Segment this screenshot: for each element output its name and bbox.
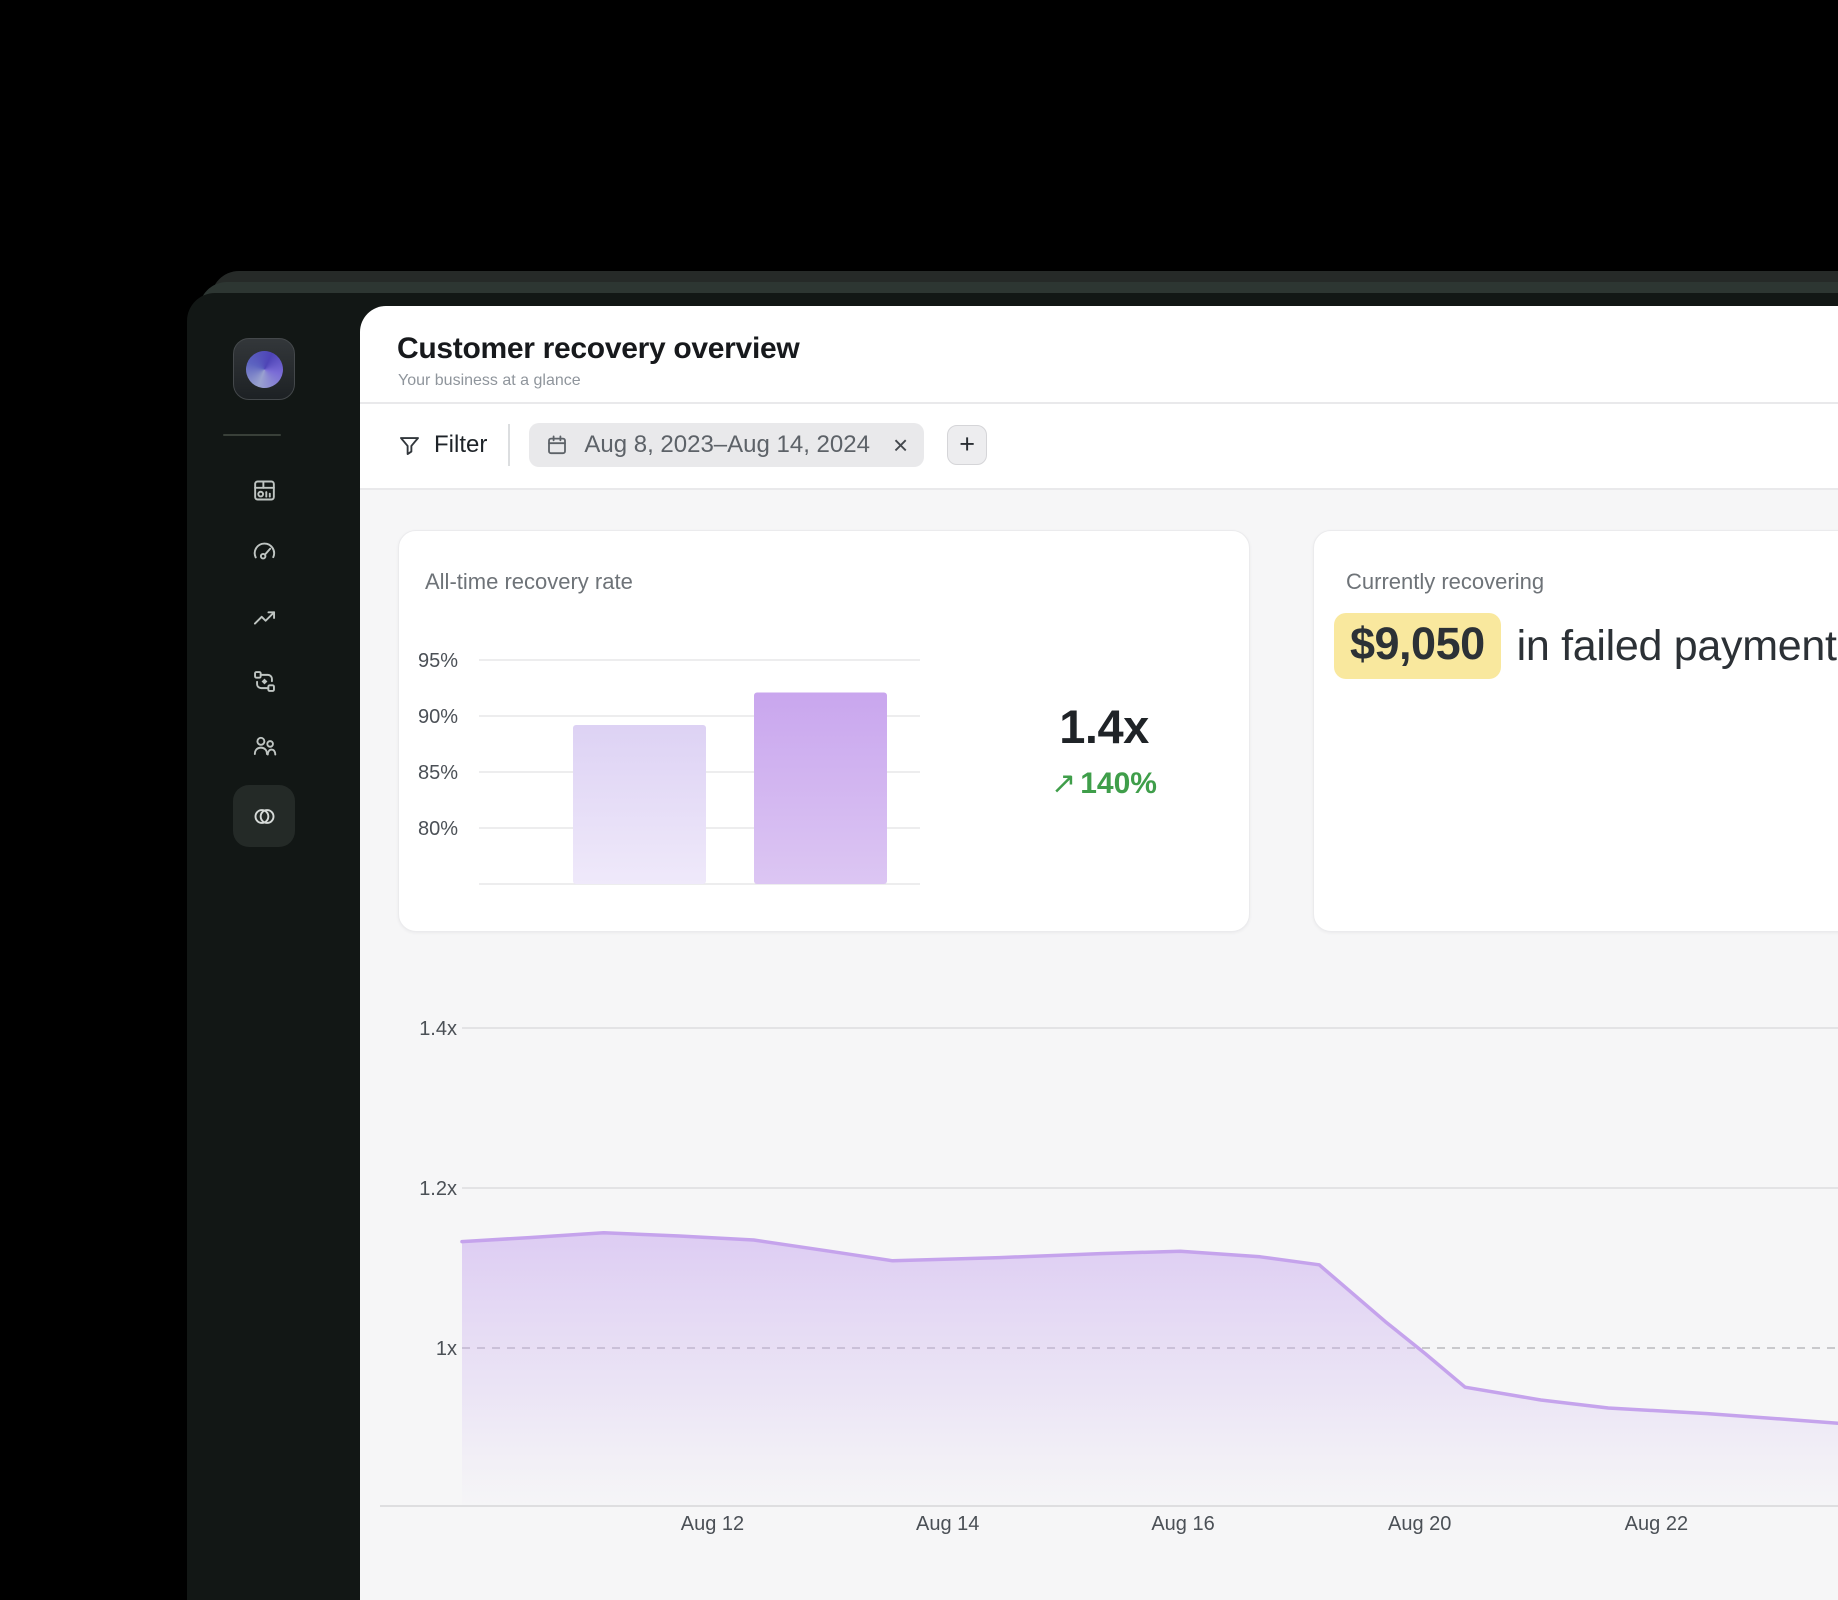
sidebar-item-performance[interactable] (233, 533, 295, 573)
recovering-amount-suffix: in failed payments (1516, 621, 1838, 670)
calendar-icon (548, 435, 567, 455)
svg-text:1x: 1x (436, 1338, 457, 1360)
filter-bar-divider (508, 424, 511, 466)
sidebar-item-automations[interactable] (233, 661, 295, 701)
page-subtitle: Your business at a glance (398, 372, 581, 389)
svg-text:80%: 80% (418, 818, 458, 840)
currently-recovering-amount-row: $9,050 in failed payments (1334, 613, 1838, 679)
page-header: Customer recovery overview Your business… (360, 306, 1838, 390)
sidebar-item-trends[interactable] (233, 598, 295, 638)
filter-button-label: Filter (434, 431, 488, 458)
brand-swirl-icon (241, 346, 287, 392)
recovery-delta-value: 140% (1080, 767, 1157, 800)
svg-text:90%: 90% (418, 706, 458, 728)
header-divider (360, 402, 1838, 404)
sidebar-item-dashboard[interactable] (233, 470, 295, 510)
workflow-icon (253, 670, 275, 692)
x-icon: × (892, 430, 909, 460)
dashboard-icon (253, 480, 275, 500)
sidebar-item-recovery[interactable] (233, 785, 295, 847)
recovery-rate-bar-chart: 95% 90% 85% 80% (418, 650, 920, 885)
users-icon (253, 736, 276, 755)
sidebar (187, 293, 360, 1600)
date-range-value: Aug 8, 2023–Aug 14, 2024 (584, 431, 870, 458)
recovery-multiple-value: 1.4x (1059, 700, 1149, 753)
svg-text:95%: 95% (418, 650, 458, 672)
svg-text:85%: 85% (418, 762, 458, 784)
main-panel: Customer recovery overview Your business… (360, 306, 1838, 1600)
svg-text:1.4x: 1.4x (419, 1018, 457, 1040)
date-range-chip[interactable]: Aug 8, 2023–Aug 14, 2024 × (529, 423, 925, 467)
sidebar-item-customers[interactable] (233, 725, 295, 765)
currently-recovering-card: Currently recovering $9,050 in failed pa… (1313, 530, 1838, 932)
svg-text:1.2x: 1.2x (419, 1178, 457, 1200)
trending-up-icon (253, 610, 275, 625)
app-window: Customer recovery overview Your business… (187, 293, 1838, 1600)
filter-funnel-icon (400, 436, 419, 455)
filter-bar: Filter Aug 8, 2023–Aug 14, 2024 × (360, 402, 1838, 488)
recovery-rate-metric: 1.4x ↗ 140% (959, 699, 1249, 801)
gauge-icon (253, 542, 275, 559)
brand-logo[interactable] (233, 338, 295, 400)
svg-text:Aug 20: Aug 20 (1388, 1513, 1451, 1535)
svg-text:Aug 12: Aug 12 (681, 1513, 744, 1535)
page-title: Customer recovery overview (397, 332, 800, 365)
svg-text:Aug 14: Aug 14 (916, 1513, 979, 1535)
sidebar-divider (223, 434, 281, 436)
svg-text:Aug 16: Aug 16 (1151, 1513, 1214, 1535)
recovering-amount-badge: $9,050 (1334, 613, 1501, 679)
recovery-trend-area-chart: 1.4x 1.2x 1x Aug 12 Aug 14 Aug 16 Aug 20 Aug 22 (380, 1018, 1838, 1535)
filter-bar-divider-bottom (360, 488, 1838, 490)
recovery-delta: ↗ 140% (959, 766, 1249, 801)
clear-date-filter-button[interactable]: × (891, 432, 910, 458)
dashboard-content: All-time recovery rate 95% 90% 85% 80% 1.4x… (360, 490, 1838, 1600)
currently-recovering-card-title: Currently recovering (1346, 569, 1545, 594)
add-filter-button[interactable]: + (947, 425, 988, 465)
recovery-rate-card: All-time recovery rate 95% 90% 85% 80% 1.4x… (398, 530, 1250, 932)
svg-text:Aug 22: Aug 22 (1625, 1513, 1688, 1535)
venn-circles-icon (254, 808, 274, 824)
arrow-up-right-icon: ↗ (1051, 767, 1077, 800)
filter-button[interactable]: Filter (397, 431, 487, 459)
recovery-rate-card-title: All-time recovery rate (425, 569, 633, 594)
plus-icon: + (959, 428, 976, 459)
